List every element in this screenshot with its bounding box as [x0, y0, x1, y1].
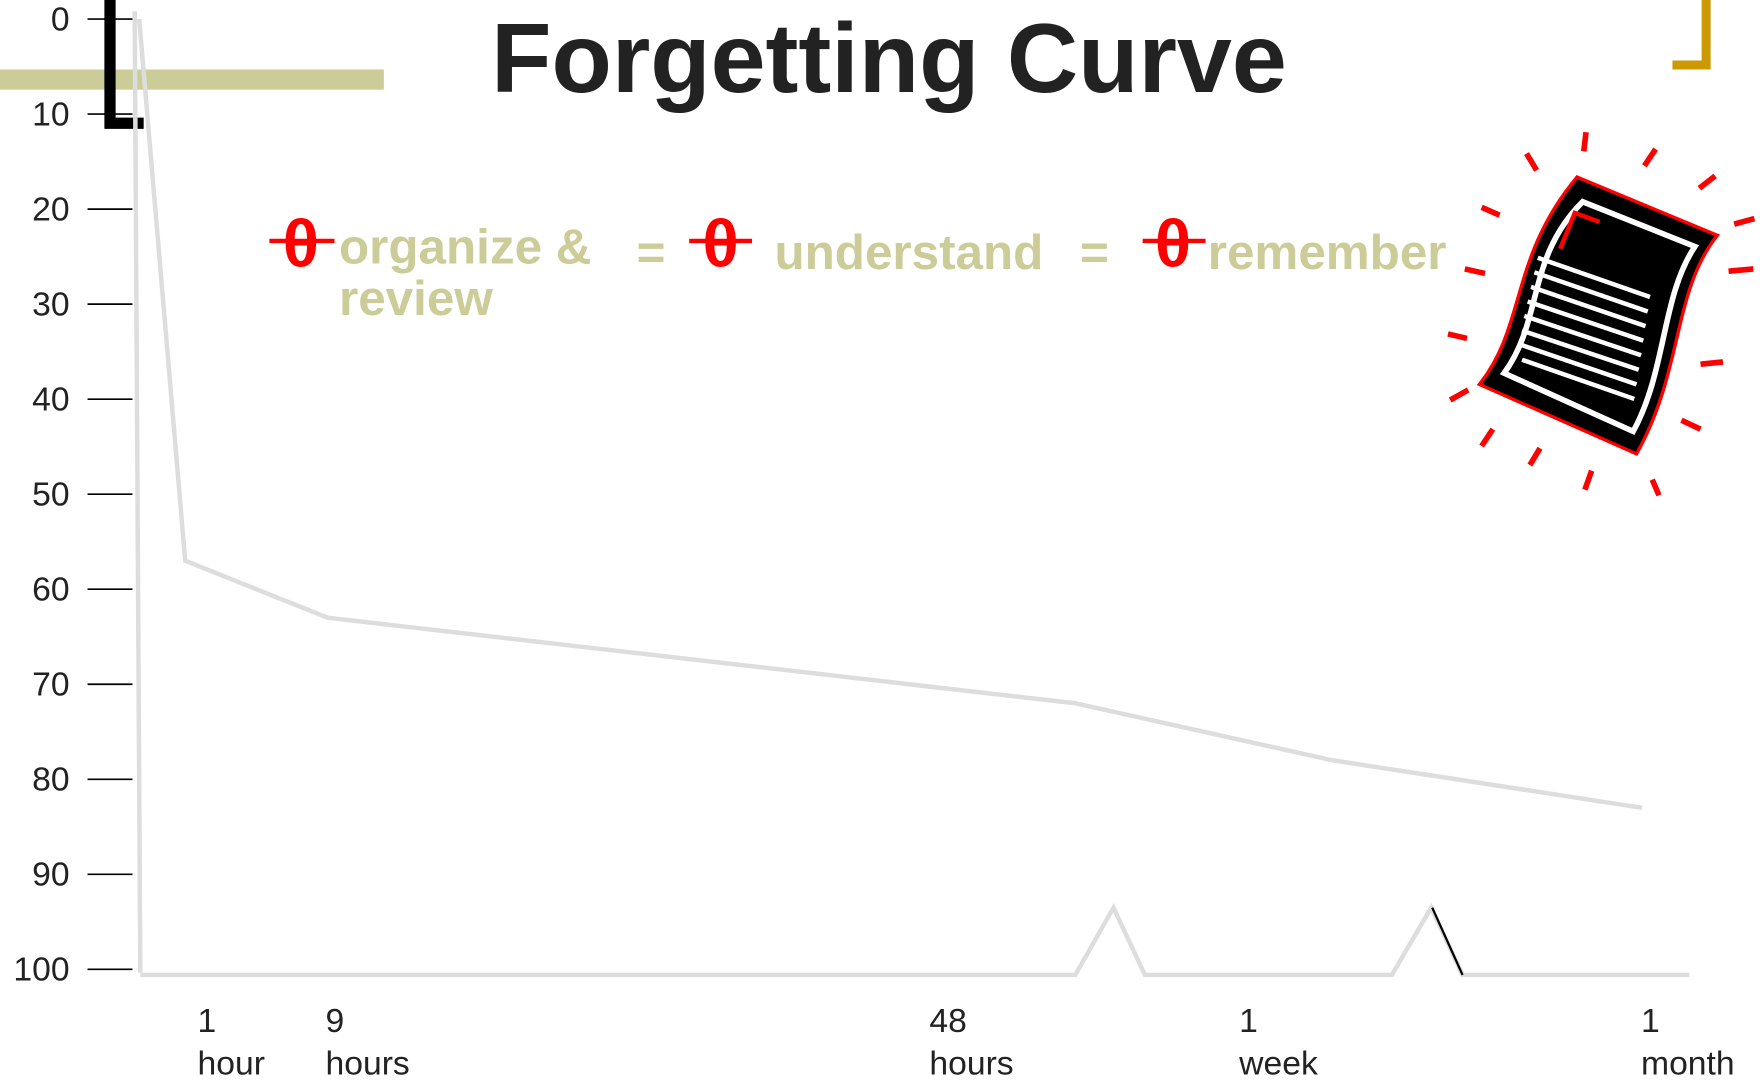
- theta: θ: [702, 207, 738, 282]
- curve: [139, 19, 1642, 808]
- y-tick-label: 0: [51, 1, 70, 38]
- equals: =: [1080, 225, 1109, 280]
- slide: Forgetting Curve θ organize & review = θ…: [0, 0, 1760, 1087]
- x-tick: 9 hours: [326, 1001, 483, 1087]
- x-tick-label: 1 week: [1239, 1001, 1396, 1086]
- decor-bar: [0, 69, 384, 89]
- step: understand: [774, 225, 1043, 280]
- y-tick-label: 50: [32, 476, 69, 513]
- page: {"chart_data":{"type":"line","title":"Fo…: [0, 0, 1760, 1087]
- step: remember: [1208, 225, 1447, 280]
- y-tick-label: 10: [32, 96, 69, 133]
- y-axis: [135, 11, 141, 972]
- theta: θ: [283, 207, 319, 282]
- y-tick-label: 60: [32, 571, 69, 608]
- y-tick-label: 40: [32, 381, 69, 418]
- axis-break: [1432, 908, 1462, 975]
- x-tick: 48 hours: [929, 1001, 1086, 1087]
- step-text: organize & review: [339, 222, 631, 325]
- x-tick-label: 1 month: [1641, 1001, 1760, 1086]
- x-tick: 1 month: [1641, 1001, 1760, 1087]
- y-tick-label: 70: [32, 666, 69, 703]
- step: organize & review: [339, 222, 631, 334]
- equals: =: [637, 225, 666, 280]
- chart-title: Forgetting Curve: [491, 3, 1287, 113]
- x-tick: 1 week: [1239, 1001, 1396, 1087]
- y-tick-label: 100: [13, 952, 69, 989]
- y-tick-label: 90: [32, 857, 69, 894]
- formula: θ organize & review = θ understand = θ r…: [269, 207, 1446, 334]
- paper-icon: [1448, 132, 1754, 495]
- theta: θ: [1155, 207, 1191, 282]
- y-tick-label: 80: [32, 762, 69, 799]
- x-tick-label: 9 hours: [326, 1001, 483, 1086]
- y-tick-label: 20: [32, 191, 69, 228]
- y-tick-label: 30: [32, 286, 69, 323]
- decor-bracket: [1672, 0, 1706, 65]
- x-tick-label: 48 hours: [929, 1001, 1086, 1086]
